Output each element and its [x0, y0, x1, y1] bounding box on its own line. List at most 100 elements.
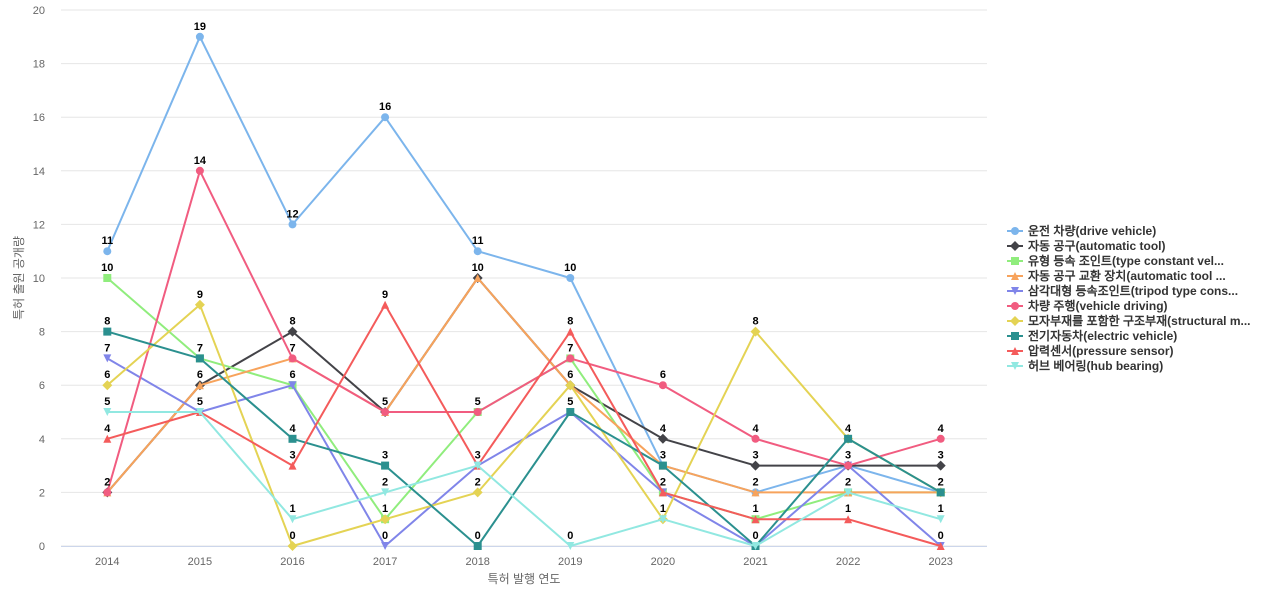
legend-label: 전기자동차(electric vehicle) [1028, 328, 1177, 343]
x-tick-label: 2022 [836, 556, 860, 568]
legend-label: 차량 주행(vehicle driving) [1028, 298, 1168, 313]
data-point [103, 274, 112, 282]
legend-marker [1011, 302, 1019, 310]
data-label: 9 [197, 289, 203, 301]
y-tick-label: 10 [33, 273, 45, 285]
series-9 [103, 300, 945, 550]
data-point [658, 515, 667, 524]
data-label: 3 [289, 450, 295, 462]
legend-marker [1011, 257, 1019, 265]
data-point [472, 487, 483, 498]
x-tick-label: 2020 [651, 556, 675, 568]
series-7 [102, 299, 946, 551]
data-label: 3 [382, 450, 388, 462]
data-label: 9 [382, 289, 388, 301]
data-label: 2 [845, 476, 851, 488]
legend-marker [1011, 332, 1019, 340]
legend-item[interactable]: 허브 베어링(hub bearing) [1007, 358, 1163, 373]
legend-item[interactable]: 차량 주행(vehicle driving) [1007, 298, 1168, 313]
x-tick-label: 2018 [465, 556, 489, 568]
data-label: 8 [752, 316, 758, 328]
data-point [750, 460, 761, 471]
series-6 [103, 166, 945, 497]
legend-label: 모자부재를 포함한 구조부재(structural m... [1028, 313, 1251, 328]
data-point [195, 354, 204, 363]
y-tick-label: 14 [33, 166, 45, 178]
x-axis-title: 특허 발행 연도 [488, 571, 561, 586]
data-label: 19 [194, 21, 206, 33]
y-tick-label: 18 [33, 59, 45, 71]
data-point [195, 381, 204, 390]
data-label: 12 [286, 208, 298, 220]
data-point [381, 461, 390, 470]
x-tick-label: 2021 [743, 556, 767, 568]
y-tick-label: 12 [33, 219, 45, 231]
legend-item[interactable]: 모자부재를 포함한 구조부재(structural m... [1007, 313, 1251, 328]
data-point [935, 460, 946, 471]
legend-item[interactable]: 유형 등속 조인트(type constant vel... [1007, 253, 1224, 268]
legend-item[interactable]: 운전 차량(drive vehicle) [1007, 223, 1156, 238]
data-point [381, 113, 390, 122]
legend-marker [1011, 347, 1019, 355]
data-point [288, 354, 297, 363]
data-point [658, 461, 667, 470]
series-line [106, 303, 942, 547]
legend-item[interactable]: 삼각대형 등속조인트(tripod type cons... [1007, 283, 1238, 298]
data-point [751, 434, 760, 443]
data-point [287, 326, 298, 337]
x-tick-label: 2023 [928, 556, 952, 568]
data-label: 0 [382, 530, 388, 542]
data-label: 4 [660, 423, 667, 435]
data-label: 5 [197, 396, 203, 408]
data-point [381, 542, 390, 550]
data-label: 3 [938, 450, 944, 462]
x-tick-label: 2016 [280, 556, 304, 568]
series-10 [103, 408, 945, 550]
data-label: 2 [382, 476, 388, 488]
data-label: 6 [289, 369, 295, 381]
data-point [103, 434, 112, 443]
data-label: 5 [104, 396, 110, 408]
data-label: 0 [938, 530, 944, 542]
data-label: 1 [660, 503, 666, 515]
legend-item[interactable]: 압력센서(pressure sensor) [1007, 343, 1174, 358]
data-label: 10 [564, 262, 576, 274]
y-tick-label: 4 [39, 434, 45, 446]
data-label: 4 [104, 423, 111, 435]
data-label: 7 [289, 342, 295, 354]
data-point [288, 434, 297, 443]
legend-item[interactable]: 자동 공구 교환 장치(automatic tool ... [1007, 268, 1226, 283]
data-point [381, 408, 390, 416]
legend-item[interactable]: 전기자동차(electric vehicle) [1007, 328, 1177, 343]
data-label: 5 [567, 396, 573, 408]
data-label: 2 [475, 476, 481, 488]
series-8 [103, 327, 945, 550]
data-label-layer: 1110876542191497651287643101695321011105… [101, 21, 944, 542]
data-point [288, 381, 297, 390]
series-line [106, 169, 942, 494]
legend-marker [1011, 272, 1019, 280]
legend-label: 삼각대형 등속조인트(tripod type cons... [1028, 283, 1238, 298]
data-point [473, 274, 482, 282]
legend-label: 자동 공구(automatic tool) [1028, 238, 1166, 253]
series-line [106, 330, 942, 547]
data-label: 1 [938, 503, 944, 515]
data-label: 0 [289, 530, 295, 542]
data-point [566, 542, 575, 550]
data-label: 10 [101, 262, 113, 274]
data-label: 16 [379, 101, 391, 113]
data-point [751, 542, 760, 550]
data-point [103, 327, 112, 336]
data-point [936, 542, 945, 550]
data-label: 2 [660, 476, 666, 488]
data-point [195, 408, 204, 416]
data-point [844, 434, 853, 443]
legend-label: 운전 차량(drive vehicle) [1028, 223, 1156, 238]
data-point [103, 488, 112, 497]
data-label: 11 [472, 235, 484, 247]
legend-item[interactable]: 자동 공구(automatic tool) [1007, 238, 1166, 253]
data-label: 1 [752, 503, 758, 515]
